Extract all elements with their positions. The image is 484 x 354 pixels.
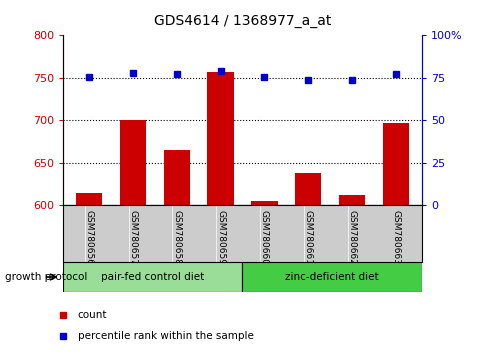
Text: zinc-deficient diet: zinc-deficient diet — [285, 272, 378, 282]
Text: count: count — [77, 310, 107, 320]
Text: GDS4614 / 1368977_a_at: GDS4614 / 1368977_a_at — [153, 14, 331, 28]
Text: growth protocol: growth protocol — [5, 272, 87, 282]
Bar — [120, 120, 146, 205]
Bar — [207, 72, 233, 205]
Text: pair-fed control diet: pair-fed control diet — [101, 272, 204, 282]
Bar — [63, 262, 242, 292]
Bar — [76, 193, 102, 205]
Text: GSM780662: GSM780662 — [347, 210, 356, 265]
Text: GSM780658: GSM780658 — [172, 210, 181, 265]
Bar — [242, 262, 421, 292]
Text: GSM780660: GSM780660 — [259, 210, 268, 265]
Text: GSM780656: GSM780656 — [85, 210, 93, 265]
Text: GSM780663: GSM780663 — [391, 210, 399, 265]
Text: GSM780661: GSM780661 — [303, 210, 312, 265]
Text: GSM780657: GSM780657 — [128, 210, 137, 265]
Text: GSM780659: GSM780659 — [216, 210, 225, 265]
Bar — [294, 173, 320, 205]
Bar — [251, 201, 277, 205]
Text: percentile rank within the sample: percentile rank within the sample — [77, 331, 253, 341]
Bar — [338, 195, 364, 205]
Bar — [382, 123, 408, 205]
Bar — [164, 150, 190, 205]
